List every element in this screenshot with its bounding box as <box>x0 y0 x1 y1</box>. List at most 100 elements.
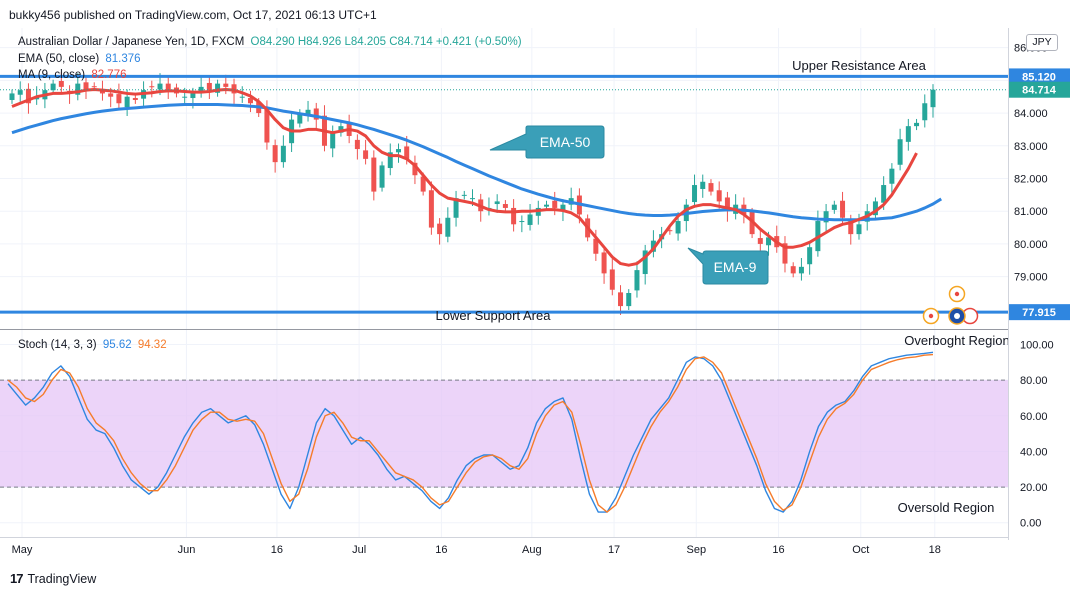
candle <box>9 93 15 100</box>
stoch-d-value: 94.32 <box>137 339 167 351</box>
time-tick-label: 18 <box>929 544 941 556</box>
stoch-tick-label: 40.00 <box>1020 446 1048 458</box>
candle <box>560 204 566 211</box>
symbol-legend[interactable]: Australian Dollar / Japanese Yen, 1D, FX… <box>18 36 522 48</box>
event-icon-dot <box>954 291 960 297</box>
candle <box>922 103 928 121</box>
candle <box>437 223 443 235</box>
price-tick-label: 80.000 <box>1014 239 1048 251</box>
ema-value: 81.376 <box>105 53 141 65</box>
candle <box>881 185 887 203</box>
time-tick-label: Sep <box>687 544 707 556</box>
flag-star-icon <box>954 313 960 319</box>
candle <box>453 198 459 218</box>
time-tick-label: 16 <box>435 544 447 556</box>
candle <box>363 150 369 159</box>
stoch-tick-label: 60.00 <box>1020 411 1048 423</box>
time-axis[interactable]: May Jun 16 Jul 16 Aug 17 Sep 16 Oct 18 <box>12 544 941 556</box>
candle <box>626 293 632 307</box>
candle <box>17 90 23 95</box>
ema-50-line <box>11 103 943 222</box>
currency-badge[interactable]: JPY <box>1026 34 1058 51</box>
time-tick-label: Jul <box>352 544 366 556</box>
candle <box>593 238 599 254</box>
lower-support-label: Lower Support Area <box>436 308 552 323</box>
candle <box>527 214 533 225</box>
candle <box>83 82 89 91</box>
candle <box>280 145 286 163</box>
candle <box>272 145 278 163</box>
candle <box>782 243 788 264</box>
candle <box>601 252 607 274</box>
candle <box>667 230 673 232</box>
level-price-tag <box>1009 304 1070 321</box>
candle <box>108 93 114 97</box>
candle <box>889 168 895 184</box>
candle <box>840 200 846 218</box>
candle <box>165 83 171 91</box>
level-price-tag <box>1009 68 1070 85</box>
ema-9-callout <box>687 247 769 285</box>
candle <box>305 109 311 115</box>
time-tick-label: 17 <box>608 544 620 556</box>
ma-legend[interactable]: MA (9, close) 82.776 <box>18 69 127 81</box>
tradingview-logo[interactable]: 17 TradingView <box>10 571 96 586</box>
stoch-legend[interactable]: Stoch (14, 3, 3) 95.62 94.32 <box>18 339 167 351</box>
candle <box>642 250 648 275</box>
candle <box>807 247 813 265</box>
candle <box>790 266 796 274</box>
candle <box>354 139 360 150</box>
candle <box>494 201 500 205</box>
candle <box>519 221 525 223</box>
stoch-lines <box>7 351 934 513</box>
stoch-tick-label: 80.00 <box>1020 375 1048 387</box>
candle <box>297 113 303 124</box>
time-tick-label: Jun <box>178 544 196 556</box>
candle <box>544 204 550 207</box>
oversold-label: Oversold Region <box>898 500 995 515</box>
ma-label: MA (9, close) <box>18 69 86 81</box>
candle <box>905 126 911 142</box>
candle <box>182 96 188 98</box>
candle <box>420 176 426 192</box>
price-tick-label: 79.000 <box>1014 272 1048 284</box>
candle <box>708 183 714 192</box>
brand-name: TradingView <box>27 571 97 586</box>
support-resistance-levels[interactable]: 85.120 77.915 84.714 <box>0 68 1070 321</box>
candle <box>264 109 270 143</box>
candle <box>897 139 903 165</box>
candle <box>50 83 56 91</box>
ema-label: EMA (50, close) <box>18 53 100 65</box>
event-icons[interactable] <box>922 285 979 325</box>
candle <box>223 83 229 87</box>
candle <box>239 96 245 98</box>
ma-9-line <box>11 88 918 267</box>
candle <box>206 82 212 91</box>
candle <box>91 86 97 88</box>
ema-50-callout <box>489 125 605 159</box>
annotations: Upper Resistance Area Lower Support Area O… <box>436 58 1010 515</box>
candle <box>618 292 624 307</box>
time-tick-label: 16 <box>271 544 283 556</box>
candle <box>823 211 829 223</box>
ohlc-values: O84.290 H84.926 L84.205 C84.714 +0.421 (… <box>250 36 522 48</box>
candle <box>856 224 862 235</box>
ema-legend[interactable]: EMA (50, close) 81.376 <box>18 53 141 65</box>
candle <box>387 152 393 169</box>
candle <box>700 181 706 189</box>
candle <box>25 88 31 104</box>
last-price-label: 84.714 <box>1022 85 1057 97</box>
stoch-band <box>0 379 1008 488</box>
upper-resistance-label: Upper Resistance Area <box>792 58 926 73</box>
level-price-label: 77.915 <box>1022 307 1056 319</box>
overbought-label: Overboght Region <box>904 333 1010 348</box>
candle <box>757 238 763 244</box>
candle <box>371 157 377 192</box>
candle <box>716 190 722 202</box>
candle <box>470 198 475 200</box>
time-tick-label: Aug <box>522 544 542 556</box>
candle <box>58 81 64 87</box>
stoch-axis[interactable]: 0.00 20.00 40.00 60.00 80.00 100.00 <box>1020 339 1054 529</box>
ema-50-callout-label: EMA-50 <box>540 134 591 150</box>
